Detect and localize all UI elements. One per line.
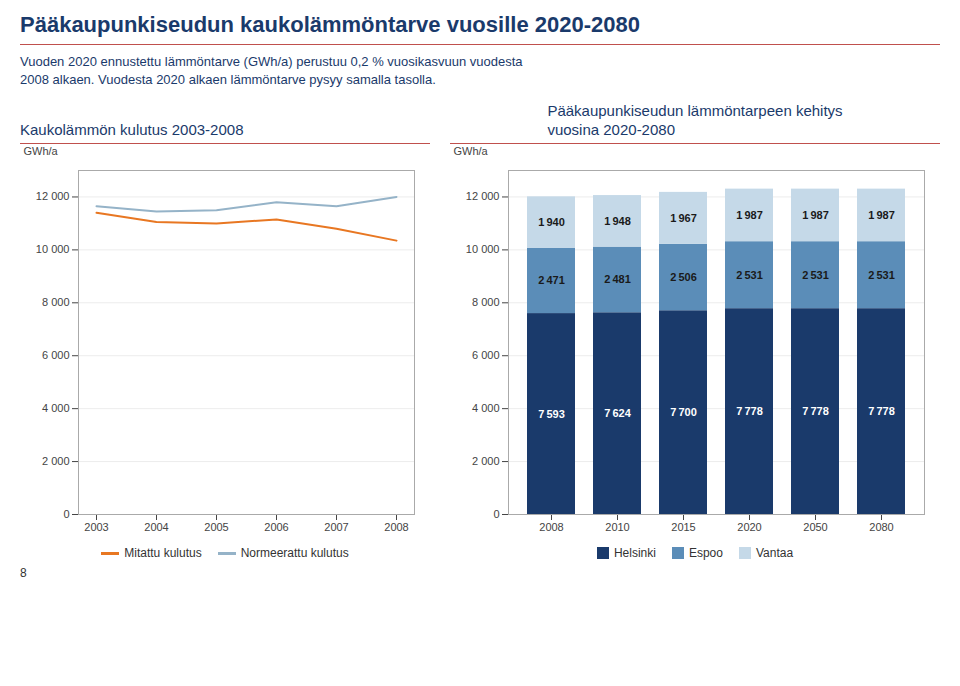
svg-text:2007: 2007	[324, 522, 348, 534]
svg-text:7 700: 7 700	[670, 407, 697, 419]
html-text:Vuoden 2020 ennustettu lämmönt: Vuoden 2020 ennustettu lämmöntarve (GWh/…	[20, 54, 523, 88]
svg-text:GWh/a: GWh/a	[24, 146, 59, 158]
svg-text:2 000: 2 000	[42, 455, 70, 467]
svg-text:2 471: 2 471	[538, 275, 565, 287]
svg-text:0: 0	[63, 508, 69, 520]
svg-text:2050: 2050	[803, 522, 827, 534]
svg-text:10 000: 10 000	[466, 244, 500, 256]
svg-text:2020: 2020	[737, 522, 761, 534]
html-text:Normeerattu kulutus: Normeerattu kulutus	[240, 546, 349, 561]
svg-text:8 000: 8 000	[42, 297, 70, 309]
html-text:Helsinki: Helsinki	[613, 546, 656, 561]
svg-text:1 948: 1 948	[604, 215, 631, 227]
svg-text:4 000: 4 000	[472, 403, 500, 415]
svg-text:1 940: 1 940	[538, 216, 565, 228]
svg-text:6 000: 6 000	[42, 350, 70, 362]
svg-text:1 987: 1 987	[736, 209, 763, 221]
svg-text:7 593: 7 593	[538, 408, 565, 420]
html-text:Pääkaupunkiseudun kaukolämmönt: Pääkaupunkiseudun kaukolämmöntarve vuosi…	[20, 12, 640, 37]
svg-text:8 000: 8 000	[472, 297, 500, 309]
svg-text:2 000: 2 000	[472, 455, 500, 467]
html-text:Kaukolämmön kulutus 2003-2008: Kaukolämmön kulutus 2003-2008	[20, 120, 244, 138]
svg-text:7 624: 7 624	[604, 408, 632, 420]
svg-text:2 531: 2 531	[736, 269, 763, 281]
svg-text:2008: 2008	[539, 522, 563, 534]
svg-text:7 778: 7 778	[802, 405, 829, 417]
svg-text:2080: 2080	[869, 522, 893, 534]
svg-text:1 967: 1 967	[670, 212, 697, 224]
svg-text:2015: 2015	[671, 522, 695, 534]
svg-text:2003: 2003	[84, 522, 108, 534]
svg-text:6 000: 6 000	[472, 350, 500, 362]
html-text:8: 8	[20, 566, 27, 581]
svg-text:2 531: 2 531	[868, 269, 895, 281]
html-text:Vantaa: Vantaa	[755, 546, 794, 561]
svg-text:2 481: 2 481	[604, 274, 631, 286]
svg-text:2005: 2005	[204, 522, 228, 534]
svg-text:2008: 2008	[384, 522, 408, 534]
svg-text:0: 0	[493, 508, 499, 520]
svg-text:7 778: 7 778	[868, 405, 895, 417]
svg-text:12 000: 12 000	[466, 191, 500, 203]
svg-text:2004: 2004	[144, 522, 168, 534]
svg-text:1 987: 1 987	[868, 209, 895, 221]
html-text:Pääkaupunkiseudun lämmöntarpee: Pääkaupunkiseudun lämmöntarpeen kehitys …	[547, 101, 843, 138]
svg-text:2 506: 2 506	[670, 271, 697, 283]
svg-text:10 000: 10 000	[36, 244, 70, 256]
svg-text:7 778: 7 778	[736, 405, 763, 417]
html-text:Espoo: Espoo	[688, 546, 723, 561]
svg-text:12 000: 12 000	[36, 191, 70, 203]
svg-text:2010: 2010	[605, 522, 629, 534]
svg-text:2006: 2006	[264, 522, 288, 534]
svg-text:2 531: 2 531	[802, 269, 829, 281]
svg-text:4 000: 4 000	[42, 403, 70, 415]
svg-text:1 987: 1 987	[802, 209, 829, 221]
html-text:Mitattu kulutus: Mitattu kulutus	[124, 546, 202, 561]
svg-text:GWh/a: GWh/a	[454, 146, 489, 158]
